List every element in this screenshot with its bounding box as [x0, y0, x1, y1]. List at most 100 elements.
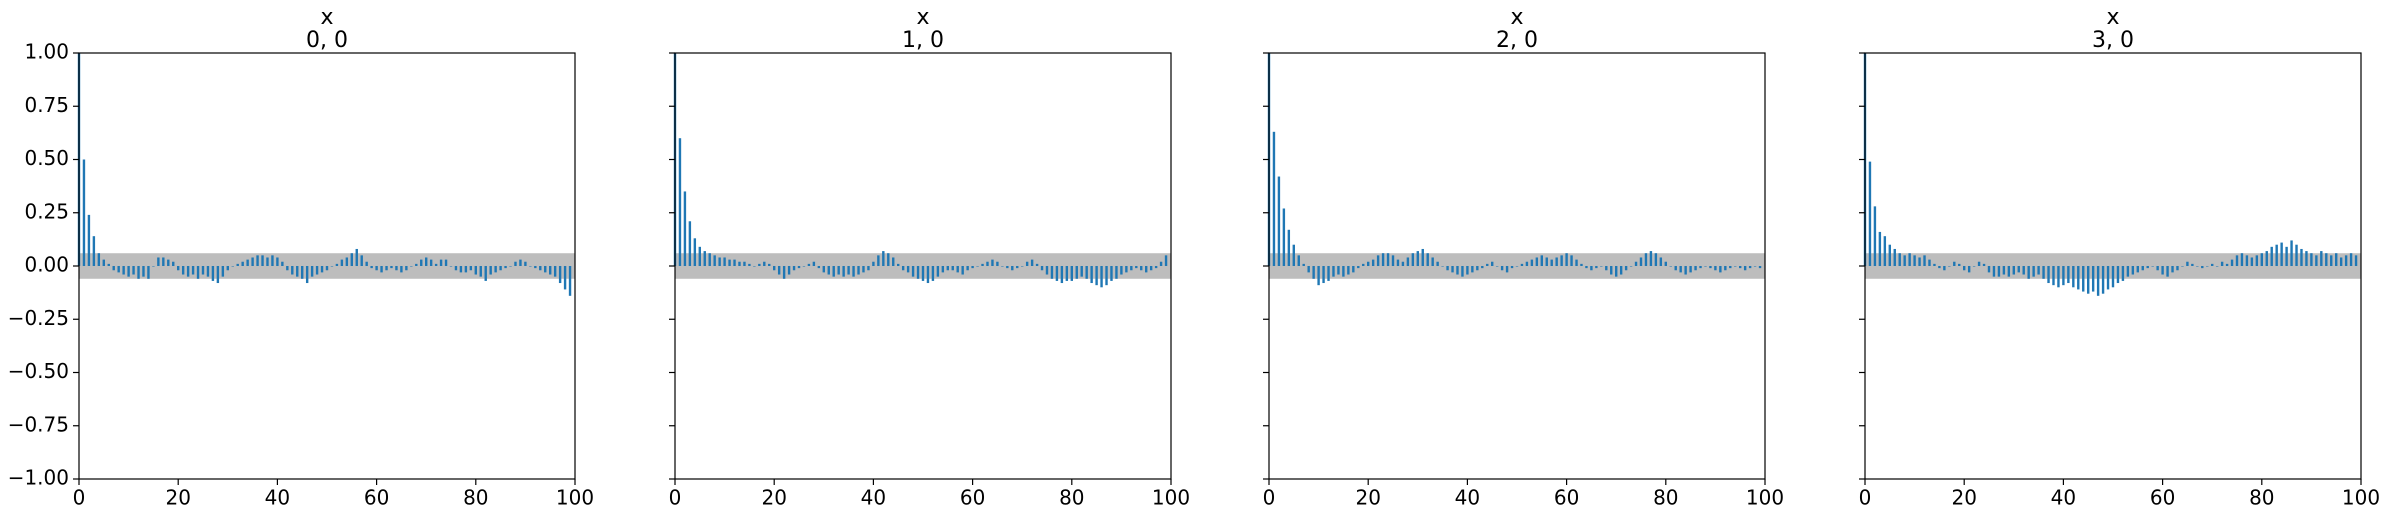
acf-stem — [1610, 266, 1613, 275]
acf-stem — [2027, 266, 2030, 279]
acf-stem — [360, 255, 363, 266]
acf-stem — [112, 266, 115, 271]
acf-stem — [1446, 266, 1449, 271]
acf-stem — [2141, 266, 2144, 271]
acf-stem — [837, 266, 840, 275]
acf-stem — [1729, 266, 1732, 269]
acf-stem — [822, 266, 825, 273]
acf-stem — [1406, 257, 1410, 266]
acf-stem — [1001, 266, 1004, 267]
acf-stem — [1510, 266, 1514, 269]
acf-stem — [2305, 251, 2308, 266]
acf-stem — [1709, 266, 1712, 269]
acf-stem — [365, 261, 368, 266]
acf-stem — [2315, 255, 2318, 266]
acf-stem — [906, 266, 910, 273]
acf-stem — [132, 266, 135, 275]
acf-stem — [1312, 266, 1315, 279]
acf-stem — [291, 266, 294, 275]
acf-stem — [2240, 253, 2244, 266]
acf-stem — [281, 261, 284, 266]
acf-stem — [1580, 263, 1583, 266]
acf-stem — [355, 248, 358, 266]
acf-stem — [2136, 266, 2139, 273]
acf-stem — [1491, 261, 1494, 266]
acf-stem — [1664, 261, 1667, 266]
acf-stem — [872, 261, 875, 266]
acf-stem — [2116, 266, 2120, 284]
acf-stem — [956, 266, 959, 273]
acf-stem — [2191, 263, 2194, 266]
acf-stem — [1016, 266, 1019, 269]
acf-stem — [320, 266, 324, 273]
acf-stem — [1743, 266, 1747, 271]
acf-stem — [713, 255, 716, 266]
acf-stem — [951, 266, 954, 271]
acf-stem — [941, 266, 945, 273]
acf-stem — [177, 266, 180, 271]
acf-stem — [484, 266, 487, 281]
acf-stem — [1674, 266, 1677, 271]
acf-stem — [916, 266, 920, 279]
acf-stem — [2290, 240, 2293, 266]
acf-stem — [1130, 266, 1133, 271]
acf-stem — [494, 266, 497, 273]
acf-stem — [1540, 255, 1543, 266]
acf-stem — [519, 259, 522, 266]
acf-stem — [748, 263, 751, 266]
acf-stem — [2017, 266, 2020, 273]
acf-stem — [246, 259, 249, 266]
acf-stem — [1307, 266, 1310, 273]
x-tick-label: 100 — [2342, 486, 2380, 510]
panel-title: x — [916, 5, 929, 30]
acf-stem — [2101, 266, 2105, 294]
acf-stem — [2171, 266, 2174, 273]
acf-stem — [2007, 266, 2011, 277]
acf-stem — [439, 259, 443, 266]
acf-stem — [107, 263, 110, 266]
acf-stem — [931, 266, 935, 281]
acf-stem — [474, 266, 477, 275]
acf-stem — [966, 266, 969, 271]
acf-stem — [1376, 255, 1380, 266]
acf-stem — [688, 221, 692, 266]
acf-stem — [1963, 266, 1966, 271]
acf-stem — [1600, 266, 1603, 267]
acf-stem — [797, 266, 801, 269]
acf-stem — [877, 255, 880, 266]
acf-stem — [454, 266, 458, 271]
acf-stem — [1992, 266, 1996, 277]
acf-stem — [1739, 266, 1742, 269]
acf-stem — [901, 266, 905, 271]
acf-stem — [1154, 266, 1158, 269]
panel-subtitle: 3, 0 — [2092, 28, 2134, 53]
acf-stem — [330, 266, 334, 267]
acf-stem — [236, 263, 239, 266]
acf-stem — [1530, 259, 1534, 266]
acf-stem — [1391, 255, 1395, 266]
acf-stem — [981, 263, 984, 266]
acf-stem — [812, 261, 816, 266]
acf-stem — [549, 266, 552, 275]
acf-stem — [226, 266, 229, 271]
acf-stem — [2002, 266, 2006, 275]
acf-stem — [1125, 266, 1128, 273]
acf-stem — [296, 266, 299, 277]
acf-stem — [340, 259, 344, 266]
acf-stem — [763, 261, 766, 266]
acf-stem — [1411, 253, 1415, 266]
acf-stem — [1619, 266, 1623, 275]
acf-stem — [1719, 266, 1722, 273]
acf-stem — [1933, 263, 1936, 266]
acf-stem — [2295, 244, 2298, 266]
acf-stem — [201, 266, 205, 275]
acf-stem — [2265, 251, 2268, 266]
acf-stem — [2285, 246, 2288, 266]
panel-title: x — [1510, 5, 1523, 30]
acf-stem — [305, 266, 309, 284]
acf-stem — [1277, 176, 1281, 266]
acf-stem — [1456, 266, 1459, 275]
acf-stem — [2062, 266, 2065, 286]
acf-stem — [718, 257, 721, 266]
acf-stem — [1471, 266, 1474, 273]
